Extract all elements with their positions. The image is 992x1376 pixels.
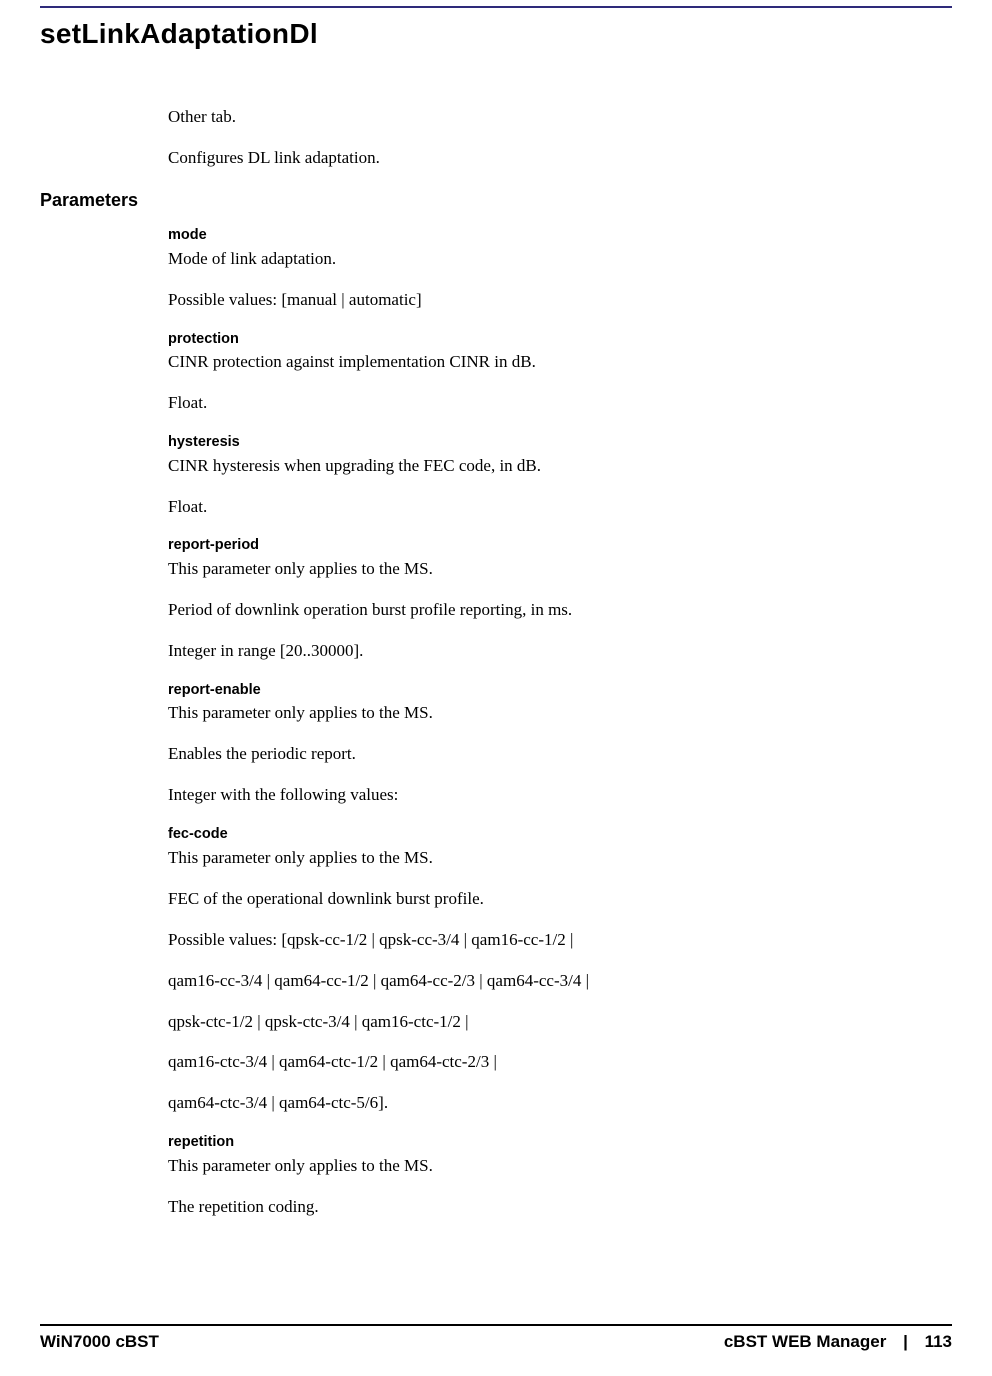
param-name-fec-code: fec-code <box>168 825 952 845</box>
param-name-protection: protection <box>168 330 952 350</box>
param-repetition-line2: The repetition coding. <box>168 1196 952 1219</box>
param-name-hysteresis: hysteresis <box>168 433 952 453</box>
footer-row: WiN7000 cBST cBST WEB Manager | 113 <box>40 1332 952 1352</box>
param-report-enable-line2: Enables the periodic report. <box>168 743 952 766</box>
param-name-report-enable: report-enable <box>168 681 952 701</box>
param-name-report-period: report-period <box>168 536 952 556</box>
parameters-heading: Parameters <box>40 188 952 212</box>
param-mode-line2: Possible values: [manual | automatic] <box>168 289 952 312</box>
param-fec-code-line7: qam64-ctc-3/4 | qam64-ctc-5/6]. <box>168 1092 952 1115</box>
top-rule <box>40 6 952 8</box>
footer-rule <box>40 1324 952 1326</box>
body-area: Other tab. Configures DL link adaptation… <box>168 106 952 1219</box>
param-report-enable-line1: This parameter only applies to the MS. <box>168 702 952 725</box>
intro-tab-line: Other tab. <box>168 106 952 129</box>
param-report-period-line3: Integer in range [20..30000]. <box>168 640 952 663</box>
param-hysteresis-line2: Float. <box>168 496 952 519</box>
param-report-period-line1: This parameter only applies to the MS. <box>168 558 952 581</box>
param-fec-code-line6: qam16-ctc-3/4 | qam64-ctc-1/2 | qam64-ct… <box>168 1051 952 1074</box>
param-name-repetition: repetition <box>168 1133 952 1153</box>
param-fec-code-line5: qpsk-ctc-1/2 | qpsk-ctc-3/4 | qam16-ctc-… <box>168 1011 952 1034</box>
footer-separator: | <box>903 1332 908 1351</box>
param-mode-line1: Mode of link adaptation. <box>168 248 952 271</box>
page-title: setLinkAdaptationDl <box>40 18 952 50</box>
footer-right: cBST WEB Manager | 113 <box>724 1332 952 1352</box>
param-protection-line1: CINR protection against implementation C… <box>168 351 952 374</box>
footer-right-label: cBST WEB Manager <box>724 1332 886 1351</box>
param-fec-code-line3: Possible values: [qpsk-cc-1/2 | qpsk-cc-… <box>168 929 952 952</box>
param-fec-code-line1: This parameter only applies to the MS. <box>168 847 952 870</box>
param-hysteresis-line1: CINR hysteresis when upgrading the FEC c… <box>168 455 952 478</box>
param-fec-code-line2: FEC of the operational downlink burst pr… <box>168 888 952 911</box>
param-fec-code-line4: qam16-cc-3/4 | qam64-cc-1/2 | qam64-cc-2… <box>168 970 952 993</box>
footer-page-number: 113 <box>925 1332 952 1351</box>
intro-description: Configures DL link adaptation. <box>168 147 952 170</box>
param-report-enable-line3: Integer with the following values: <box>168 784 952 807</box>
page-footer: WiN7000 cBST cBST WEB Manager | 113 <box>40 1324 952 1352</box>
param-report-period-line2: Period of downlink operation burst profi… <box>168 599 952 622</box>
param-repetition-line1: This parameter only applies to the MS. <box>168 1155 952 1178</box>
param-protection-line2: Float. <box>168 392 952 415</box>
param-name-mode: mode <box>168 226 952 246</box>
page: setLinkAdaptationDl Other tab. Configure… <box>0 6 992 1376</box>
footer-left: WiN7000 cBST <box>40 1332 159 1352</box>
